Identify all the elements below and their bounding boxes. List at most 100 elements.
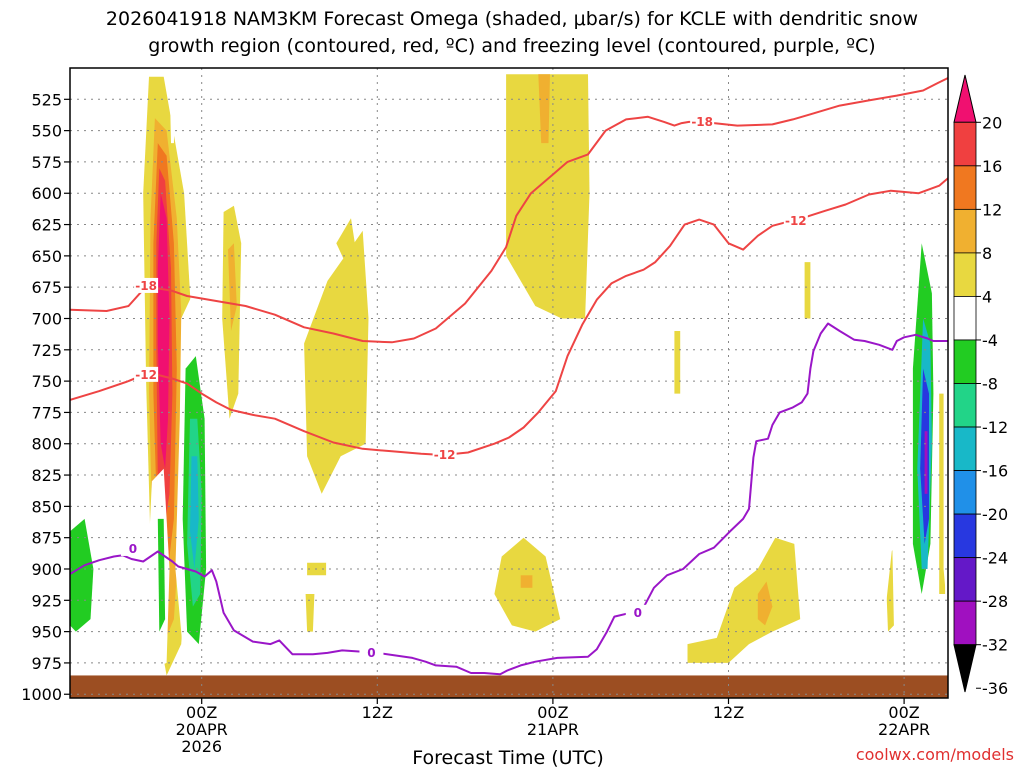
contour-label-1-0: -12: [135, 368, 157, 382]
colorbar-segment-6: [953, 339, 977, 384]
omega-area-32: [871, 343, 902, 601]
omega-area-16: [304, 230, 369, 494]
contour-label-bg-1-1: [432, 447, 457, 463]
omega-shading: [70, 74, 948, 676]
omega-area-27: [757, 581, 773, 626]
colorbar-label-10: -24: [982, 549, 1008, 568]
chart-title-line1: 2026041918 NAM3KM Forecast Omega (shaded…: [106, 8, 918, 30]
contour-label-bg-2-1: [359, 644, 384, 660]
omega-area-4: [157, 193, 170, 469]
colorbar-label-12: -32: [982, 636, 1008, 655]
omega-area-5: [169, 74, 176, 144]
y-tick-label-625: 625: [31, 216, 62, 235]
contour-label-2-1: 0: [367, 646, 375, 660]
x-axis-title: Forecast Time (UTC): [412, 747, 603, 768]
y-tick-label-600: 600: [31, 184, 62, 203]
plot-frame: [69, 67, 949, 699]
omega-area-21: [520, 575, 533, 588]
contour-label-0-0: -18: [135, 279, 157, 293]
y-tick-label-725: 725: [31, 341, 62, 360]
colorbar-label-6: -8: [982, 375, 998, 394]
colorbar-label-1: 16: [982, 157, 1002, 176]
y-tick-label-825: 825: [31, 466, 62, 485]
y-tick-label-700: 700: [31, 309, 62, 328]
colorbar-segment-1: [953, 121, 977, 167]
omega-area-29: [804, 262, 811, 319]
y-tick-label-575: 575: [31, 153, 62, 172]
contour-label-bg-0-1: [690, 113, 715, 129]
contour-lines: -18 -18 -12 -12 -12 0 0 0: [70, 77, 948, 676]
x-tick-label-30-0: 00Z: [537, 703, 568, 722]
colorbar-segment-4: [953, 252, 977, 297]
x-tick-label-42-0: 12Z: [713, 703, 744, 722]
omega-area-28: [674, 331, 681, 394]
colorbar-label-11: -28: [982, 592, 1008, 611]
contour-label-bg-1-2: [783, 212, 808, 228]
credit-text: coolwx.com/models: [856, 745, 1014, 764]
omega-area-37: [924, 431, 928, 494]
contour-label-1-1: -12: [434, 448, 456, 462]
grid-lines: [70, 68, 948, 698]
omega-area-39: [943, 243, 948, 620]
colorbar-label-0: 20: [982, 113, 1002, 132]
x-tick-label-30-1: 21APR: [527, 720, 579, 739]
y-tick-label-525: 525: [31, 90, 62, 109]
x-tick-label-18-0: 12Z: [362, 703, 393, 722]
contour-label-2-2: 0: [634, 606, 642, 620]
x-tick-label-54-1: 22APR: [878, 720, 930, 739]
x-tick-label-6-0: 00Z: [186, 703, 217, 722]
omega-area-12: [190, 456, 199, 569]
chart-title-line2: growth region (contoured, red, ºC) and f…: [148, 35, 875, 57]
colorbar-label-9: -20: [982, 505, 1008, 524]
y-tick-label-875: 875: [31, 529, 62, 548]
x-tick-label-54-0: 00Z: [888, 703, 919, 722]
colorbar-label-7: -12: [982, 418, 1008, 437]
colorbar-segment-9: [953, 470, 977, 515]
colorbar-segment-5: [953, 296, 977, 341]
y-tick-label-900: 900: [31, 560, 62, 579]
omega-area-7: [70, 518, 94, 632]
contour-label-1-2: -12: [785, 214, 807, 228]
colorbar-triangle-bottom: [953, 644, 977, 693]
x-tick-label-6-1: 20APR: [176, 720, 228, 739]
contour-label-0-1: -18: [691, 115, 713, 129]
colorbar-label-5: -4: [982, 331, 998, 350]
y-tick-label-925: 925: [31, 591, 62, 610]
colorbar-segment-10: [953, 513, 977, 559]
y-tick-label-1000: 1000: [21, 685, 62, 704]
y-tick-label-550: 550: [31, 122, 62, 141]
omega-area-13: [157, 518, 166, 632]
y-tick-label-850: 850: [31, 497, 62, 516]
colorbar: 20 16 12 8 4 -4 -8 -12 -16 -20 -24 -28 -32 -36: [953, 74, 1008, 698]
x-tick-label-6-2: 2026: [181, 737, 222, 756]
contour-line-0: [70, 77, 948, 344]
colorbar-segment-8: [953, 426, 977, 471]
y-tick-label-675: 675: [31, 278, 62, 297]
omega-area-23: [305, 594, 315, 632]
y-tick-label-750: 750: [31, 372, 62, 391]
omega-area-19: [538, 74, 550, 144]
colorbar-label-13: -36: [982, 679, 1008, 698]
y-tick-label-775: 775: [31, 403, 62, 422]
colorbar-label-3: 8: [982, 244, 992, 263]
y-tick-label-650: 650: [31, 247, 62, 266]
contour-label-bg-0-0: [134, 277, 159, 293]
colorbar-label-4: 4: [982, 287, 992, 306]
y-tick-label-800: 800: [31, 435, 62, 454]
colorbar-label-8: -16: [982, 462, 1008, 481]
colorbar-segment-12: [953, 600, 977, 646]
colorbar-segment-7: [953, 383, 977, 428]
omega-area-24: [327, 606, 337, 626]
colorbar-triangle-top: [953, 74, 977, 123]
y-tick-label-975: 975: [31, 654, 62, 673]
colorbar-segment-3: [953, 208, 977, 254]
contour-label-2-0: 0: [129, 542, 137, 556]
contour-label-bg-2-0: [120, 540, 145, 556]
omega-area-18: [506, 74, 590, 319]
contour-label-bg-1-0: [134, 366, 159, 382]
colorbar-segment-11: [953, 557, 977, 602]
y-tick-label-950: 950: [31, 623, 62, 642]
y-axis: 525 550 575 600 625 650 675 700 725 750 775 800 825 8…: [21, 90, 70, 704]
